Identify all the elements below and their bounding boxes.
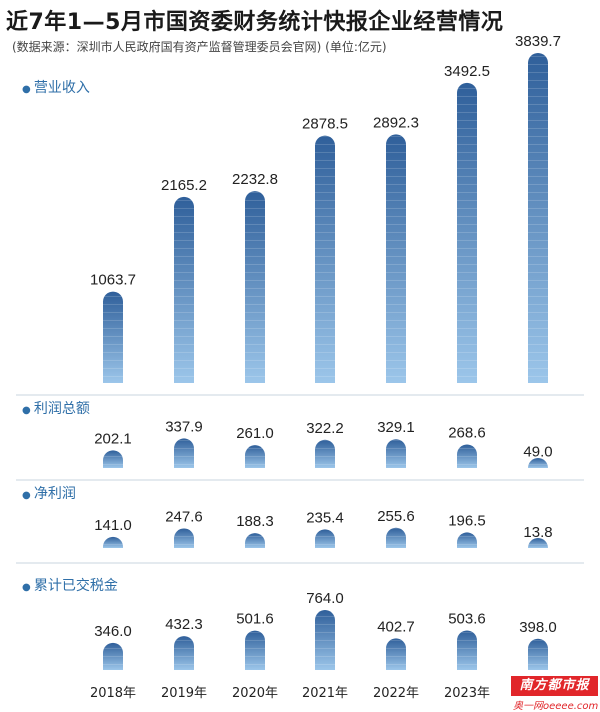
- bar-stripes: [315, 135, 335, 383]
- bar-stripes: [174, 438, 194, 468]
- bar-value-label: 1063.7: [90, 272, 136, 289]
- bar-value-label: 2892.3: [373, 114, 419, 131]
- x-tick-label: 2020年: [232, 686, 278, 701]
- panel-label: ● 营业收入: [22, 80, 90, 96]
- chart-subtitle: (数据来源：深圳市人民政府国有资产监督管理委员会官网) (单位:亿元): [12, 40, 387, 54]
- bar-value-label: 402.7: [377, 618, 415, 635]
- bar-value-label: 2165.2: [161, 177, 207, 194]
- bar-stripes: [528, 538, 548, 548]
- bar-value-label: 247.6: [165, 508, 203, 525]
- bar-stripes: [103, 536, 123, 548]
- bar-stripes: [245, 191, 265, 383]
- bar-stripes: [457, 444, 477, 468]
- panel-label: ● 累计已交税金: [22, 577, 118, 594]
- bar-value-label: 235.4: [306, 509, 344, 526]
- bar-value-label: 141.0: [94, 517, 132, 534]
- bar-value-label: 764.0: [306, 590, 344, 607]
- bar-value-label: 3839.7: [515, 33, 561, 50]
- bar-stripes: [245, 630, 265, 670]
- bar-value-label: 2232.8: [232, 171, 278, 188]
- bar-stripes: [457, 532, 477, 548]
- bar-value-label: 2878.5: [302, 116, 348, 133]
- bar-value-label: 3492.5: [444, 63, 490, 80]
- bar-value-label: 196.5: [448, 512, 486, 529]
- bar-stripes: [174, 196, 194, 383]
- bar-stripes: [386, 638, 406, 670]
- bar-value-label: 49.0: [523, 444, 552, 461]
- panel-label: ● 利润总额: [22, 401, 90, 417]
- chart-title: 近7年1—5月市国资委财务统计快报企业经营情况: [6, 10, 504, 35]
- x-tick-label: 2023年: [444, 686, 490, 701]
- bar-stripes: [174, 636, 194, 670]
- bar-stripes: [386, 439, 406, 468]
- bar-stripes: [457, 82, 477, 383]
- x-tick-label: 2018年: [90, 686, 136, 701]
- bar-stripes: [386, 134, 406, 383]
- bar-stripes: [245, 533, 265, 548]
- bar-value-label: 398.0: [519, 619, 557, 636]
- bar-stripes: [386, 527, 406, 548]
- bar-stripes: [528, 53, 548, 383]
- panel-3: ● 净利润 141.0 247.6 188.3 235.4 255.6 196.5 13.8: [16, 486, 584, 564]
- bar-value-label: 188.3: [236, 513, 274, 530]
- bar-stripes: [103, 642, 123, 670]
- bar-stripes: [174, 528, 194, 548]
- logo-sub: 奥一网oeeee.com: [513, 701, 599, 712]
- bar-stripes: [528, 458, 548, 468]
- x-tick-label: 2022年: [373, 686, 419, 701]
- bar-stripes: [103, 291, 123, 383]
- newspaper-logo: 南方都市报 奥一网oeeee.com: [511, 676, 599, 712]
- bar-value-label: 261.0: [236, 425, 274, 442]
- x-tick-label: 2019年: [161, 686, 207, 701]
- bar-value-label: 255.6: [377, 508, 415, 525]
- bar-stripes: [245, 445, 265, 468]
- logo-name: 南方都市报: [511, 676, 598, 696]
- bar-value-label: 13.8: [523, 524, 552, 541]
- panel-label: ● 净利润: [22, 486, 76, 502]
- bar-stripes: [457, 630, 477, 670]
- x-tick-label: 2021年: [302, 686, 348, 701]
- bar-value-label: 329.1: [377, 419, 415, 436]
- bar-stripes: [528, 638, 548, 670]
- bar-stripes: [315, 529, 335, 548]
- bar-stripes: [315, 610, 335, 670]
- bar-stripes: [315, 439, 335, 468]
- bar-value-label: 322.2: [306, 420, 344, 437]
- panel-4: ● 累计已交税金 346.0 432.3 501.6 764.0 402.7 503.6 39…: [22, 577, 557, 670]
- bar-value-label: 202.1: [94, 430, 132, 447]
- panel-1: ● 营业收入 1063.7 2165.2 2232.8 2878.5 2892.3 3492…: [16, 33, 584, 396]
- bar-value-label: 503.6: [448, 610, 486, 627]
- bar-value-label: 501.6: [236, 611, 274, 628]
- bar-value-label: 346.0: [94, 623, 132, 640]
- bar-value-label: 432.3: [165, 616, 203, 633]
- bar-stripes: [103, 450, 123, 468]
- bar-value-label: 268.6: [448, 424, 486, 441]
- bar-value-label: 337.9: [165, 418, 203, 435]
